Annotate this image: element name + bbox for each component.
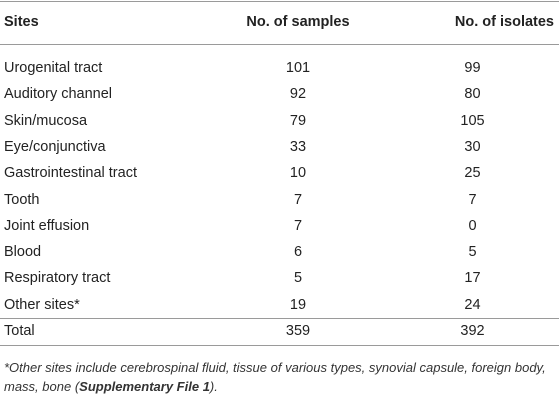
table-cell: Eye/conjunctiva [4, 138, 106, 155]
table-cell: 5 [468, 244, 477, 261]
total-cell: 392 [460, 323, 485, 339]
total-cell: 359 [285, 323, 311, 339]
table-cell: 105 [460, 112, 485, 129]
table-cell: Joint effusion [4, 217, 90, 234]
table-cell: 7 [293, 191, 303, 208]
header-cell: No. of isolates [454, 14, 554, 30]
table-cell: Urogenital tract [4, 60, 103, 76]
header-cell: Sites [4, 14, 39, 30]
table-cell: 5 [293, 270, 303, 287]
table-cell: 99 [464, 60, 481, 76]
table-cell: 7 [468, 191, 477, 208]
table-cell: Gastrointestinal tract [4, 165, 137, 182]
footnote: *Other sites include cerebrospinal fluid… [4, 358, 556, 396]
table-cell: 101 [285, 60, 311, 76]
rule [0, 318, 559, 319]
table-cell: 92 [289, 86, 307, 103]
footnote-end: ). [209, 379, 218, 394]
table-cell: 19 [289, 296, 307, 313]
table-cell: 10 [289, 165, 307, 182]
table-cell: Auditory channel [4, 86, 113, 103]
table-cell: 7 [293, 217, 303, 234]
table-cell: 80 [464, 86, 481, 103]
footnote-text: *Other sites include cerebrospinal fluid… [4, 360, 546, 394]
rule [0, 1, 559, 2]
table-cell: 30 [464, 138, 481, 155]
table-cell: 0 [468, 217, 477, 234]
table-cell: Other sites* [4, 296, 80, 313]
table-cell: 25 [464, 165, 481, 182]
table-cell: 33 [289, 138, 307, 155]
table-cell: 17 [464, 270, 481, 287]
table-cell: 79 [289, 112, 307, 129]
table-cell: Blood [4, 244, 42, 261]
header-cell: No. of samples [246, 14, 350, 30]
total-cell: Total [4, 323, 35, 339]
footnote-ref: Supplementary File 1 [79, 379, 210, 394]
table-cell: Respiratory tract [4, 270, 111, 287]
table-cell: 24 [464, 296, 481, 313]
table-cell: Skin/mucosa [4, 112, 88, 129]
table-cell: Tooth [4, 191, 40, 208]
rule [0, 44, 559, 45]
rule [0, 345, 559, 346]
table-cell: 6 [293, 244, 303, 261]
